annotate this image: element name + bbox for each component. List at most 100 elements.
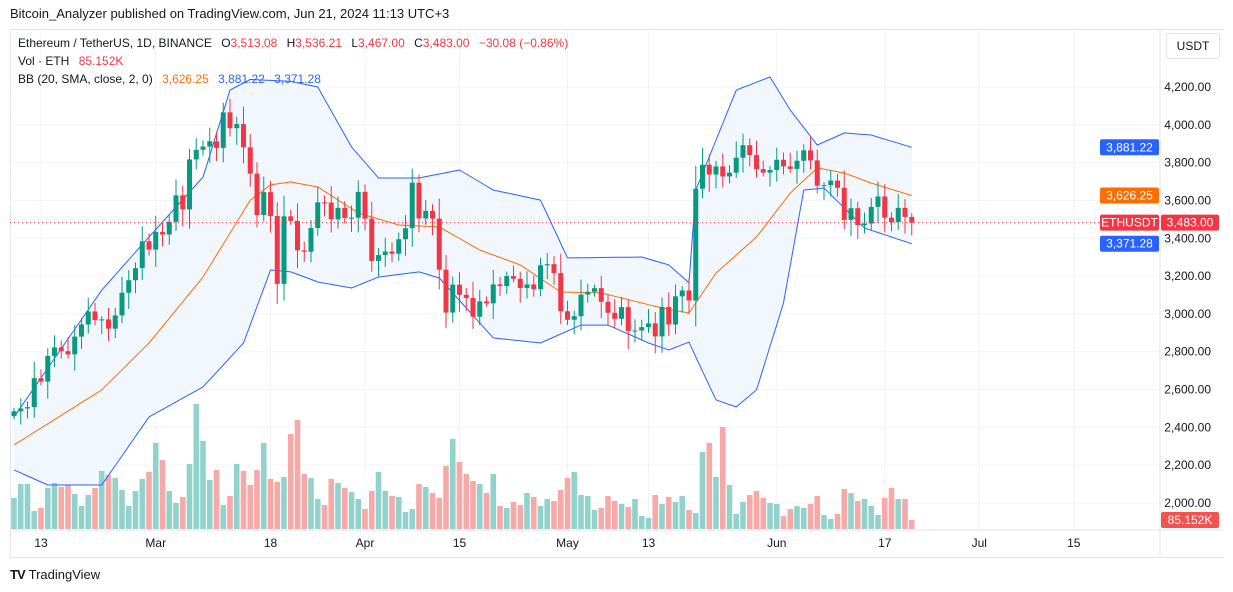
last-price-tag: 3,483.00	[1161, 214, 1219, 231]
volume-bar	[227, 495, 233, 529]
volume-bar	[247, 485, 254, 529]
volume-bar	[524, 493, 530, 529]
candle	[126, 270, 132, 309]
candle	[355, 180, 361, 233]
candle-body	[875, 196, 881, 207]
publisher-line: Bitcoin_Analyzer published on TradingVie…	[10, 6, 450, 21]
bb-lower-tag-bg	[1100, 235, 1159, 252]
volume-tag: 85.152K	[1161, 512, 1219, 528]
volume-bar	[179, 497, 186, 529]
tradingview-logo-icon: TV	[10, 567, 26, 582]
candle	[301, 241, 307, 263]
candle	[112, 307, 118, 339]
candle	[632, 319, 638, 343]
candle-body	[889, 217, 894, 223]
candle	[92, 302, 98, 326]
volume-bar	[362, 509, 368, 529]
volume-bar	[679, 495, 686, 529]
candle-body	[841, 187, 847, 220]
candle	[659, 297, 665, 353]
candle-body	[207, 141, 213, 147]
candle-body	[902, 207, 908, 217]
candle-body	[308, 228, 314, 252]
candle	[760, 160, 766, 177]
candle-body	[261, 192, 267, 216]
volume-bar	[530, 497, 537, 529]
candle-body	[558, 273, 564, 312]
candle-body	[301, 250, 307, 252]
volume-bar	[740, 501, 746, 529]
volume-bar	[220, 505, 227, 529]
candle	[585, 283, 591, 303]
candle-body	[821, 185, 827, 187]
currency-unit-button[interactable]: USDT	[1166, 33, 1220, 59]
candle-body	[443, 269, 449, 313]
candle	[477, 290, 483, 326]
candle-body	[281, 216, 287, 284]
candle-body	[477, 301, 483, 317]
candle-body	[362, 191, 368, 219]
bb-label[interactable]: BB (20, SMA, close, 2, 0)	[18, 72, 153, 86]
volume-bar	[17, 483, 24, 529]
candle	[841, 170, 847, 230]
candle	[261, 176, 267, 222]
candle-body	[247, 147, 253, 174]
volume-bar	[686, 509, 692, 529]
candle-body	[747, 145, 753, 156]
candle-body	[79, 324, 84, 337]
volume-label[interactable]: Vol · ETH	[18, 54, 70, 68]
candle	[774, 147, 780, 182]
candle-body	[315, 202, 321, 229]
candle	[511, 265, 516, 283]
volume-tag-text: 85.152K	[1168, 513, 1213, 527]
volume-bar	[699, 451, 706, 529]
candle	[58, 340, 64, 359]
volume-bar	[760, 497, 767, 529]
close-label: C	[414, 36, 423, 50]
candle-body	[754, 155, 759, 170]
volume-bar	[314, 499, 321, 529]
volume-bar	[443, 465, 449, 529]
candle-body	[58, 347, 64, 352]
volume-bar	[193, 403, 200, 529]
volume-bar	[490, 473, 497, 529]
candle-body	[706, 164, 712, 175]
candle-body	[862, 223, 867, 226]
volume-tag-bg	[1161, 512, 1219, 528]
candle	[133, 262, 138, 294]
symbol-title[interactable]: Ethereum / TetherUS, 1D, BINANCE	[18, 36, 212, 50]
volume-bar	[463, 473, 470, 529]
candle-body	[241, 124, 246, 148]
candle-body	[787, 166, 793, 169]
y-tick-label: 3,600.00	[1164, 193, 1211, 207]
volume-bar	[726, 485, 733, 529]
volume-bar	[254, 469, 260, 529]
candle-body	[592, 288, 597, 292]
candle-body	[106, 319, 111, 329]
candle	[247, 133, 253, 188]
candle	[72, 324, 78, 371]
candle-body	[551, 264, 557, 274]
candle	[612, 299, 618, 328]
candle	[740, 133, 746, 173]
volume-bar	[240, 470, 247, 529]
candle	[713, 160, 719, 189]
volume-bar	[719, 426, 726, 529]
candle-body	[72, 336, 78, 355]
volume-bar	[31, 511, 38, 529]
volume-bar	[544, 499, 551, 529]
candle-body	[619, 307, 624, 319]
candle-body	[544, 264, 550, 266]
volume-bar	[267, 478, 274, 529]
candle	[517, 271, 523, 303]
candle-body	[180, 195, 186, 210]
volume-bar	[591, 509, 598, 529]
volume-bar	[780, 515, 787, 529]
volume-bar	[449, 438, 456, 529]
volume-bar	[578, 495, 584, 529]
candle-body	[416, 182, 422, 219]
volume-bar	[436, 497, 443, 529]
candle	[450, 276, 456, 323]
volume-bar	[733, 513, 740, 529]
